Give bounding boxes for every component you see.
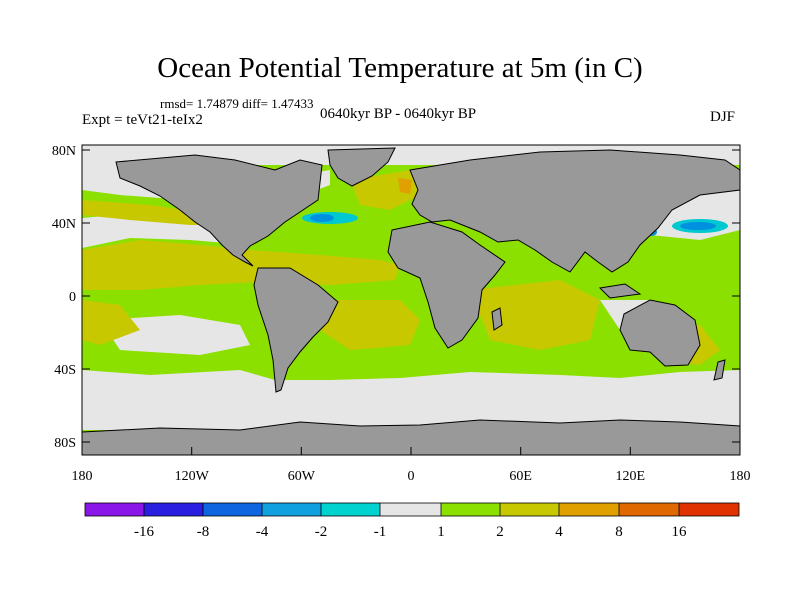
australia (619, 299, 701, 367)
colorbar-swatch (441, 503, 500, 516)
south-pacific-patch (100, 315, 250, 355)
colorbar-swatch (679, 503, 739, 516)
lon-tick-label: 60W (288, 469, 316, 484)
stats-text: rmsd= 1.74879 diff= 1.47433 (160, 96, 314, 111)
lon-tick-label: 60E (509, 469, 532, 484)
colorbar (85, 503, 739, 516)
colorbar-label: -4 (256, 524, 269, 540)
land-masses (81, 147, 741, 456)
colorbar-label: 8 (615, 524, 623, 540)
lat-tick-label: 80N (52, 144, 76, 159)
norwegian-sea-warm-spot (398, 178, 412, 194)
lat-tick-marks (82, 149, 740, 443)
africa (387, 221, 506, 349)
colorbar-swatch (559, 503, 619, 516)
colorbar-swatch (262, 503, 321, 516)
tropical-north-band (82, 240, 400, 290)
greenland (327, 147, 396, 187)
indian-ocean-warm (470, 280, 600, 350)
southern-ocean-band (82, 370, 740, 430)
colorbar-label: -16 (134, 524, 154, 540)
colorbar-swatch (203, 503, 262, 516)
colorbar-label: -8 (197, 524, 210, 540)
lon-tick-marks (81, 447, 741, 455)
colorbar-swatch (85, 503, 144, 516)
lon-tick-label: 180 (72, 469, 93, 484)
colorbar-label: -2 (315, 524, 328, 540)
south-atlantic-warm (320, 300, 420, 350)
colorbar-label: 16 (672, 524, 688, 540)
colorbar-frame (84, 502, 740, 517)
colorbar-swatch (144, 503, 203, 516)
new-zealand (713, 359, 726, 381)
lat-tick-label: 40N (52, 217, 76, 232)
colorbar-swatch (321, 503, 380, 516)
colorbar-dividers (143, 503, 680, 516)
colorbar-label: -1 (374, 524, 387, 540)
south-pacific-warm-west (82, 300, 140, 345)
colorbar-label: 4 (555, 524, 563, 540)
kuroshio-cool-core (680, 222, 716, 230)
lon-tick-label: 120E (616, 469, 646, 484)
south-america (253, 267, 339, 393)
colorbar-label: 2 (496, 524, 504, 540)
lon-tick-label: 0 (408, 469, 415, 484)
lat-tick-label: 40S (54, 363, 76, 378)
experiment-label: Expt = teVt21-teIx2 (82, 112, 203, 128)
lat-tick-label: 80S (54, 436, 76, 451)
gulf-stream-cool-core (310, 214, 334, 222)
indonesia-islands (598, 283, 642, 299)
lon-tick-label: 180 (730, 469, 751, 484)
colorbar-swatch (500, 503, 559, 516)
colorbar-swatch (380, 503, 441, 516)
season-label: DJF (710, 109, 736, 125)
colorbar-label: 1 (437, 524, 445, 540)
colorbar-swatch (619, 503, 679, 516)
north-america (115, 154, 323, 267)
chart-title: Ocean Potential Temperature at 5m (in C) (157, 52, 643, 84)
lat-tick-label: 0 (69, 290, 76, 305)
lon-tick-label: 120W (175, 469, 210, 484)
madagascar (491, 307, 503, 331)
period-label: 0640kyr BP - 0640kyr BP (320, 106, 477, 122)
eurasia (409, 149, 741, 273)
